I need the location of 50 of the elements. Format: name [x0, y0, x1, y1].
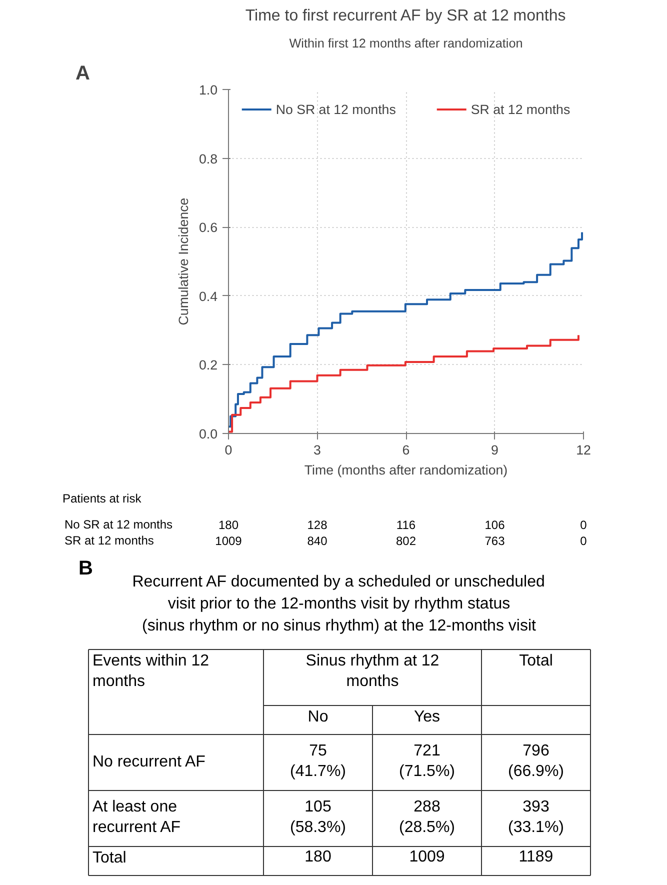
text: 116	[396, 518, 416, 532]
text: Yes	[414, 708, 440, 726]
text: No SR at 12 months	[64, 518, 173, 532]
x-tick-label: 3	[314, 442, 321, 458]
chart-title: Time to first recurrent AF by SR at 12 months	[245, 8, 566, 24]
text: Total	[519, 652, 553, 670]
text: 393 (33.1%)	[508, 798, 564, 836]
text: Events within 12 months	[92, 652, 210, 690]
y-tick-label: 0.6	[198, 220, 218, 236]
y-tick-label: 0.4	[198, 288, 218, 304]
text: 128	[307, 518, 328, 532]
text: 802	[396, 534, 416, 548]
text: At least one recurrent AF	[92, 798, 181, 836]
text: Patients at risk	[62, 492, 142, 506]
text: B	[78, 558, 93, 580]
text: 180	[218, 518, 239, 532]
x-tick-label: 6	[402, 442, 410, 458]
y-axis-title: Cumulative Incidence	[176, 198, 191, 326]
text: 763	[484, 534, 506, 548]
y-tick-label: 0.2	[198, 358, 218, 373]
text: No	[308, 708, 328, 726]
text: 840	[307, 534, 328, 548]
text: Total	[92, 850, 126, 866]
text: SR at 12 months	[64, 534, 154, 548]
text: 721 (71.5%)	[398, 742, 456, 780]
text: 1009	[215, 534, 242, 548]
text: 1189	[518, 848, 554, 866]
text: 180	[304, 848, 332, 866]
text: A	[76, 62, 90, 84]
x-axis-title: Time (months after randomization)	[304, 462, 508, 478]
text: 106	[484, 518, 506, 532]
legend-label: SR at 12 months	[470, 102, 570, 116]
y-tick-label: 0.0	[198, 426, 218, 442]
text: Recurrent AF documented by a scheduled or unscheduled visit prior to the 12-months visit by rhythm status (sinus rhythm or no sinus rhythm) at the 12-months visit	[132, 574, 545, 635]
text: 75 (41.7%)	[290, 742, 346, 780]
text: Sinus rhythm at 12 months	[306, 652, 440, 690]
text: 0	[580, 518, 588, 532]
legend-label: No SR at 12 months	[276, 102, 396, 116]
text: 1009	[409, 848, 445, 866]
y-tick-label: 0.8	[198, 151, 218, 166]
chart-subtitle: Within first 12 months after randomization	[289, 36, 523, 50]
text: 0	[580, 534, 588, 548]
x-tick-label: 0	[224, 442, 232, 458]
x-tick-label: 12	[576, 442, 591, 458]
text: No recurrent AF	[92, 754, 206, 770]
y-tick-label: 1.0	[198, 82, 218, 98]
text: 288 (28.5%)	[398, 798, 456, 836]
text: 796 (66.9%)	[508, 742, 564, 780]
x-tick-label: 9	[491, 442, 498, 458]
text: 105 (58.3%)	[290, 798, 346, 836]
